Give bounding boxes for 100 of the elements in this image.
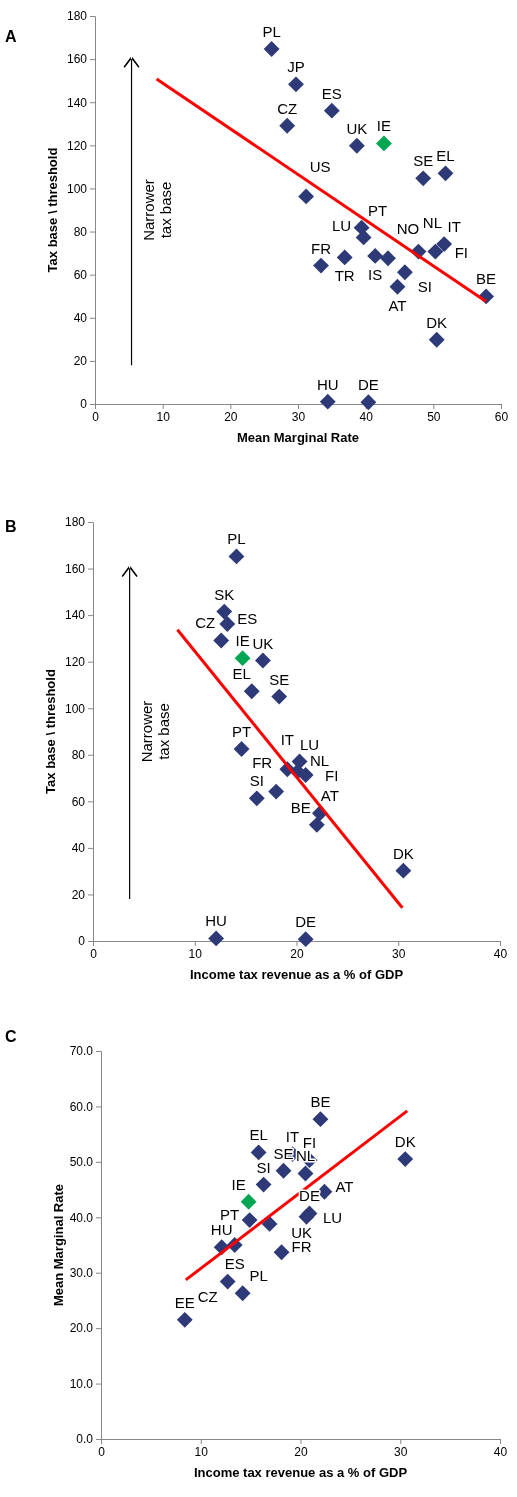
annotation: AT [320,787,339,805]
annotation: IT [447,218,461,236]
point [319,393,336,410]
point [261,1216,278,1232]
annotation: PL [249,1267,268,1285]
annotation: FR [252,753,273,771]
x-tick-label: 30 [392,946,406,961]
y-tick-label: 60 [71,794,86,809]
annotation: IT [285,1128,300,1146]
point [308,816,325,833]
y-tick-label: 140 [64,608,86,623]
annotation: PT [231,722,252,740]
point [250,1144,267,1161]
annotation: UK [252,634,274,652]
y-tick-label: 160 [64,561,86,576]
y-tick-label: 80 [73,224,88,239]
annotation: IS [368,265,383,283]
x-tick-label: 20 [290,946,304,961]
point [208,930,225,947]
point [348,137,365,154]
point [275,1162,292,1179]
annotation: FI [302,1134,317,1152]
annotation: BE [476,270,497,288]
point [216,603,233,620]
annotation: CZ [197,1287,218,1305]
annotation: CZ [277,99,298,117]
point [323,102,340,119]
point [255,1176,272,1193]
point [360,394,377,411]
point [243,683,260,700]
y-tick-label: 40 [71,841,86,856]
y-axis-title: Tax base \ threshold [45,147,60,273]
annotation: LU [299,735,320,753]
point [240,1193,257,1210]
point [297,1165,314,1182]
point [288,76,304,93]
point [297,931,314,948]
annotation: AT [335,1177,354,1195]
y-tick-label: 70.0 [69,1044,94,1059]
annotation: SI [417,278,433,296]
y-tick-label: 180 [66,9,88,24]
y-axis-title: Tax base \ threshold [43,669,58,794]
x-tick-label: 40 [359,409,374,424]
annotation: BE [310,1093,331,1111]
text: A [5,28,17,45]
annotation: NL [309,751,330,769]
annotation: PL [227,530,246,548]
point [389,278,406,295]
y-tick-label: 140 [66,95,88,110]
y-tick-label: 100 [64,701,86,716]
annotation: DE [299,1187,320,1205]
annotation: EE [174,1293,195,1311]
annotation: UK [291,1223,312,1241]
point [397,1151,414,1168]
annotation: LU [322,1208,343,1226]
y-axis-title: Mean Marginal Rate [51,1183,66,1307]
y-tick-label: 0.0 [76,1432,94,1447]
annotation: NO [396,220,420,238]
x-tick-label: 40 [493,946,508,961]
point [279,117,296,134]
y-tick-label: 100 [66,181,88,196]
annotation: TR [334,267,355,285]
annotation: SK [214,585,235,603]
y-tick-label: 60 [73,268,88,283]
x-axis-title: Mean Marginal Rate [236,430,360,445]
annotation: IE [235,632,250,650]
point [255,652,271,669]
annotation: PT [368,201,388,219]
x-tick-label: 60 [494,409,509,424]
x-tick-label: 10 [156,409,171,424]
point [298,188,315,205]
point [396,264,413,281]
x-axis-title: Income tax revenue as a % of GDP [193,1465,408,1480]
y-tick-label: 10.0 [69,1376,94,1391]
point [273,1244,290,1261]
point [234,650,251,667]
point [312,1111,329,1128]
x-tick-label: 30 [394,1444,408,1459]
annotation: LU [332,217,352,235]
point [213,632,230,649]
point [415,170,432,187]
annotation: FI [454,243,469,261]
y-tick-label: 40 [73,311,88,326]
y-tick-label: 0 [80,397,88,412]
annotation: HU [316,375,339,393]
y-tick-label: 20 [73,354,88,369]
chart-title: B [5,518,17,535]
annotation: SI [249,772,264,790]
point [436,236,453,252]
annotation: SI [256,1158,271,1176]
point [271,688,288,705]
annotation: UK [346,119,368,137]
annotation: ES [321,84,342,102]
x-tick-label: 40 [493,1444,508,1459]
annotation: SE [413,152,434,170]
annotation: CZ [195,614,216,632]
x-tick-label: 0 [98,1444,106,1459]
y-tick-label: 180 [64,515,86,530]
annotation: HU [205,912,227,930]
point [268,783,285,800]
